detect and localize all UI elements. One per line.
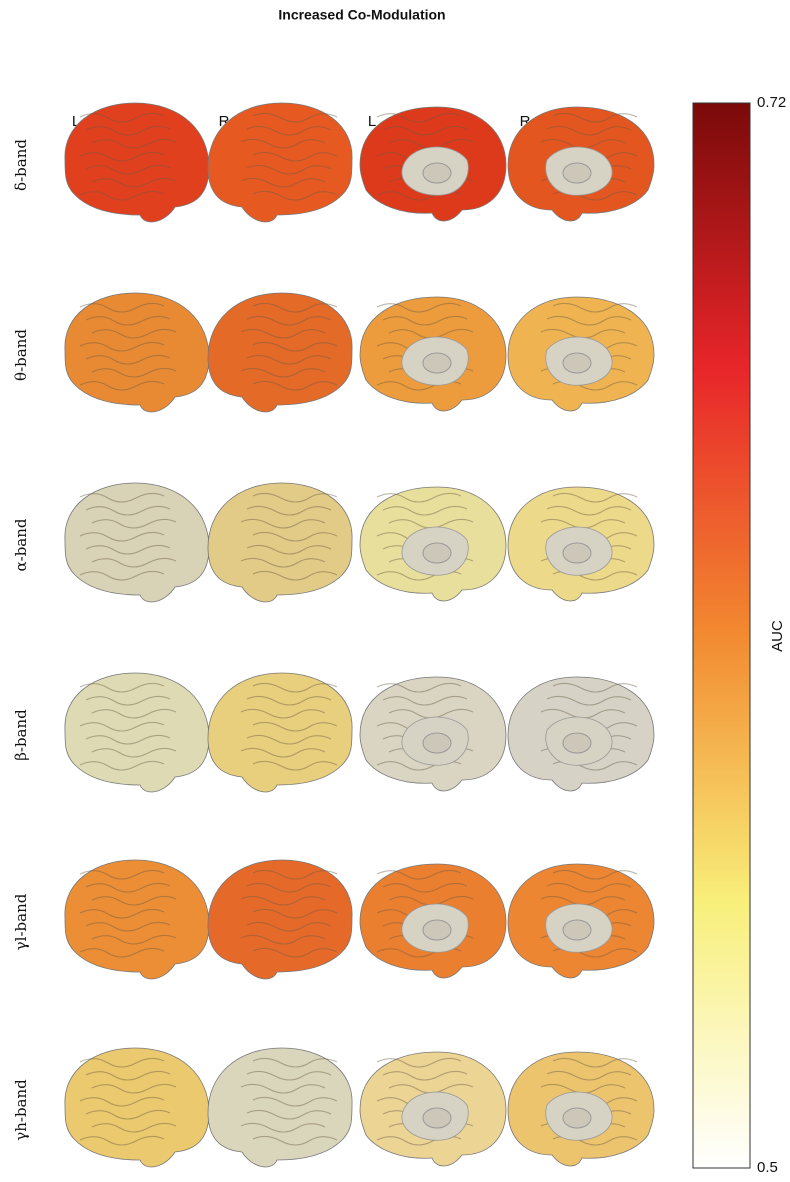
brain-panel <box>208 483 352 602</box>
thalamus <box>423 543 451 563</box>
colorbar-label: AUC <box>769 620 786 652</box>
row-label: β-band <box>12 709 30 761</box>
brain-surface <box>208 293 352 412</box>
brain-panel <box>360 1052 506 1166</box>
tick-label: 0.72 <box>757 94 786 111</box>
brain-surface <box>65 293 209 412</box>
brain-panel <box>65 483 209 602</box>
brain-panel <box>208 1048 352 1167</box>
thalamus <box>423 733 451 753</box>
brain-panel <box>360 107 506 221</box>
thalamus <box>563 920 591 940</box>
brain-surface <box>65 860 209 979</box>
brain-panel <box>508 1052 654 1166</box>
thalamus <box>563 353 591 373</box>
brain-panel <box>208 293 352 412</box>
brain-surface <box>65 1048 209 1167</box>
thalamus <box>423 1108 451 1128</box>
brain-surface <box>208 103 352 222</box>
brain-surface <box>208 860 352 979</box>
brain-panel <box>508 297 654 411</box>
brain-panel <box>65 293 209 412</box>
chart-title: Increased Co-Modulation <box>278 7 445 23</box>
brain-panel <box>65 1048 209 1167</box>
row-label: δ-band <box>12 139 30 191</box>
brain-panel <box>65 673 209 792</box>
brain-surface <box>65 673 209 792</box>
brain-panel <box>508 487 654 601</box>
colorbar <box>693 103 750 1168</box>
row-label: γh-band <box>12 1079 30 1141</box>
thalamus <box>563 543 591 563</box>
brain-surface <box>208 483 352 602</box>
row-label: θ-band <box>12 329 30 381</box>
thalamus <box>563 733 591 753</box>
brain-panel <box>360 487 506 601</box>
figure: Increased Co-Modulation LRLRδ-bandθ-band… <box>0 0 790 1182</box>
brain-panel <box>508 107 654 221</box>
brain-panel <box>360 677 506 791</box>
brain-panel <box>360 864 506 978</box>
brain-panel <box>508 864 654 978</box>
brain-surface <box>208 673 352 792</box>
thalamus <box>563 163 591 183</box>
thalamus <box>423 353 451 373</box>
brain-surface <box>65 483 209 602</box>
brain-panel <box>208 103 352 222</box>
thalamus <box>563 1108 591 1128</box>
brain-panel <box>208 673 352 792</box>
brain-panel <box>65 103 209 222</box>
brain-surface <box>65 103 209 222</box>
brain-panel <box>65 860 209 979</box>
tick-label: 0.5 <box>757 1159 778 1176</box>
brain-panel <box>508 677 654 791</box>
thalamus <box>423 163 451 183</box>
thalamus <box>423 920 451 940</box>
row-label: γl-band <box>12 893 30 950</box>
brain-panel <box>360 297 506 411</box>
row-label: α-band <box>12 518 30 571</box>
brain-surface <box>208 1048 352 1167</box>
brain-panel <box>208 860 352 979</box>
